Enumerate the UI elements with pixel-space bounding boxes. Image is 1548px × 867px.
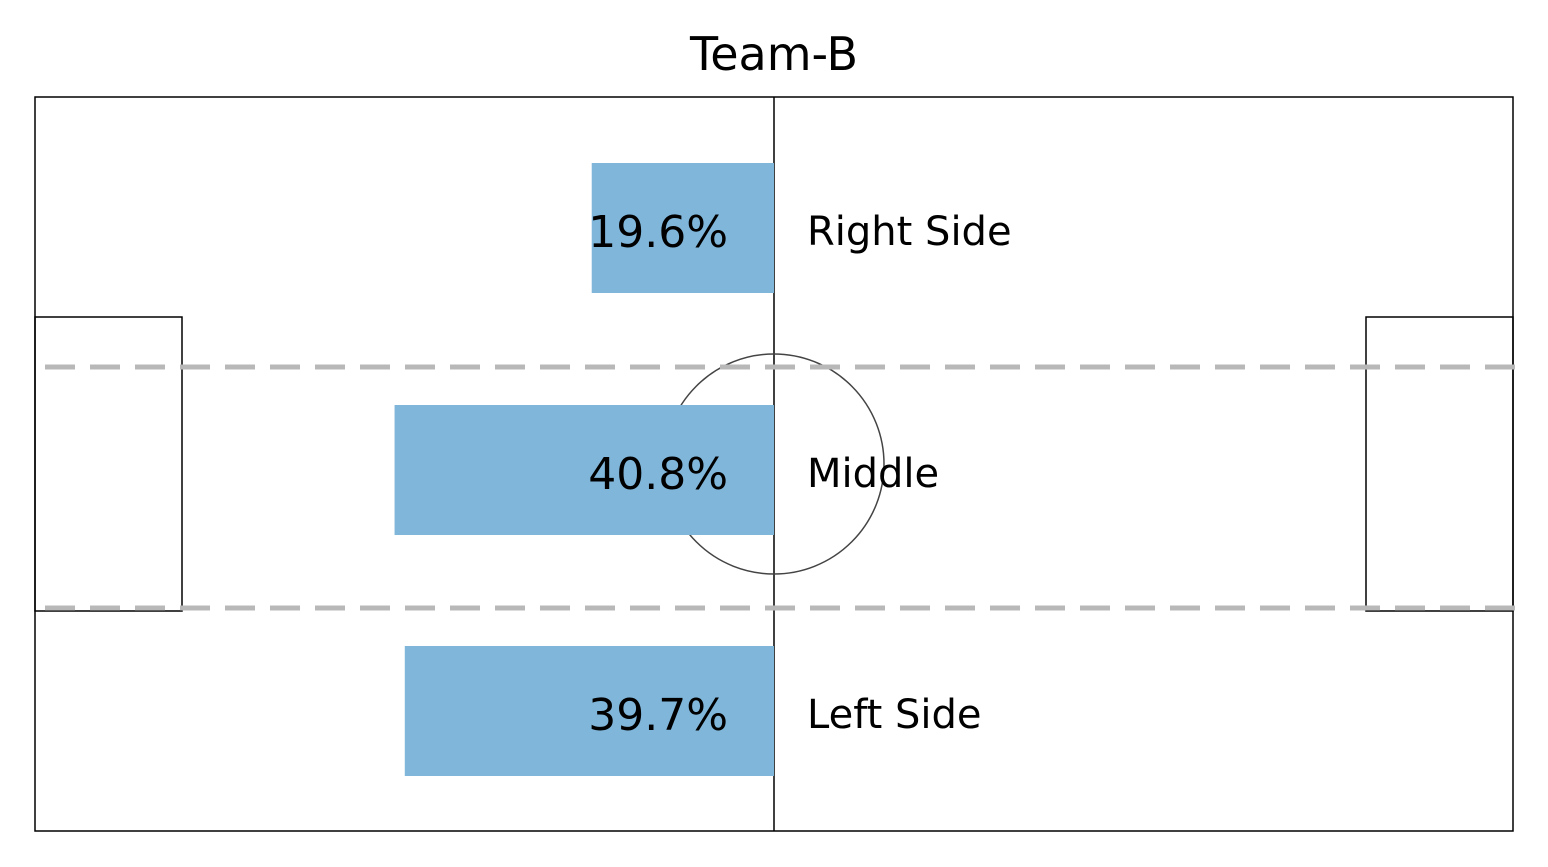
chart-title: Team-B [689, 27, 858, 81]
zone-label-right-side: Right Side [807, 209, 1012, 255]
bar-right-side [591, 163, 774, 293]
bar-middle [394, 405, 774, 535]
value-label-left-side: 39.7% [588, 690, 728, 741]
value-label-right-side: 19.6% [588, 207, 728, 258]
zone-label-left-side: Left Side [807, 692, 981, 738]
left-penalty-box [34, 316, 183, 612]
zone-label-middle: Middle [807, 451, 939, 497]
value-label-middle: 40.8% [588, 449, 728, 500]
bar-left-side [404, 646, 774, 776]
labels-group: 19.6% Right Side 40.8% Middle 39.7% Left Side [588, 207, 1011, 741]
zone-dividers [45, 364, 1518, 611]
bars-group [394, 163, 774, 776]
right-penalty-box [1365, 316, 1514, 612]
